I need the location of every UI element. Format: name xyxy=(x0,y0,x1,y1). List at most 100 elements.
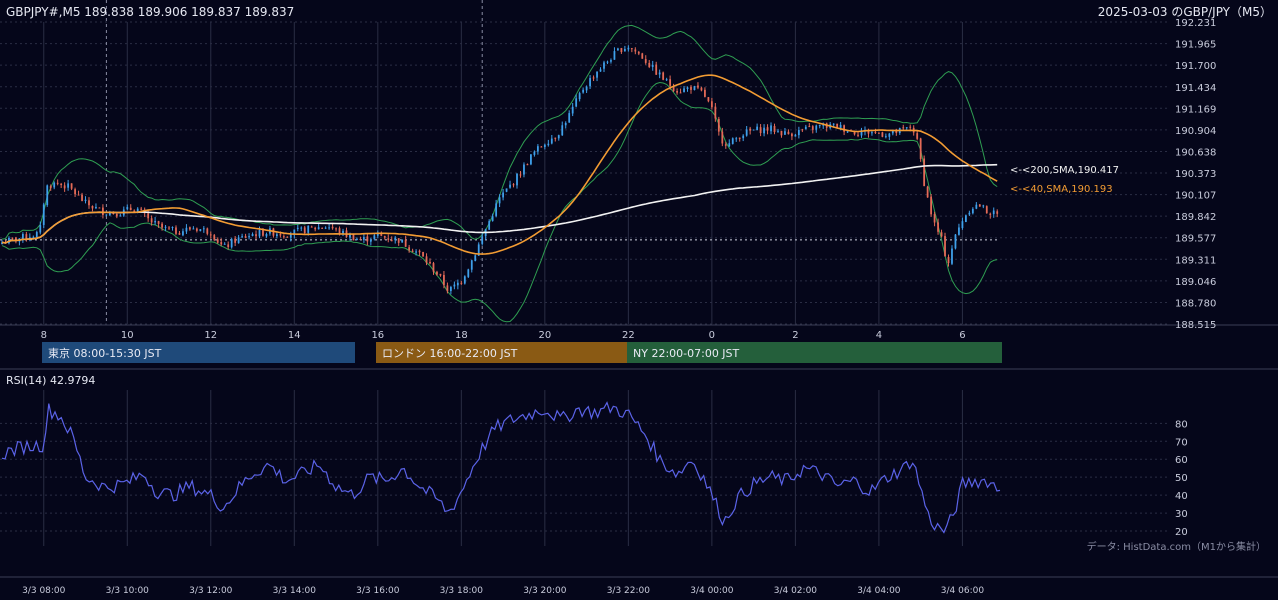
candle xyxy=(213,233,216,242)
candle xyxy=(276,232,278,239)
candle-body xyxy=(387,238,390,240)
candle-body xyxy=(964,215,967,222)
candle-body xyxy=(536,146,539,152)
candle xyxy=(784,127,786,135)
candle xyxy=(582,87,585,94)
candle-body xyxy=(658,72,661,75)
candle-body xyxy=(408,247,411,251)
candle xyxy=(105,214,108,217)
candle-body xyxy=(717,118,720,132)
candle xyxy=(216,237,219,244)
candle xyxy=(495,199,498,218)
candle-body xyxy=(276,234,278,237)
candle-body xyxy=(589,78,591,87)
candle xyxy=(596,71,598,82)
hour-tick-label: 6 xyxy=(959,330,965,341)
candle-body xyxy=(342,230,344,235)
candle-body xyxy=(623,48,626,52)
candle-body xyxy=(460,282,463,284)
candle xyxy=(39,221,42,235)
candle-body xyxy=(192,228,195,230)
candle-body xyxy=(745,129,748,136)
candle xyxy=(690,85,692,94)
candle-body xyxy=(617,48,619,51)
candle-body xyxy=(133,210,136,212)
candle-body xyxy=(154,221,157,223)
candle-body xyxy=(808,126,811,128)
candle-body xyxy=(380,233,383,236)
candle xyxy=(710,97,713,110)
candle xyxy=(679,88,682,94)
candle xyxy=(248,233,250,240)
candle-body xyxy=(60,183,63,186)
rsi-tick-label: 70 xyxy=(1175,437,1188,448)
candle xyxy=(738,137,741,142)
candle xyxy=(512,183,515,188)
candle-body xyxy=(369,239,372,242)
hour-tick-label: 20 xyxy=(538,330,551,341)
candle-body xyxy=(429,262,431,264)
candle xyxy=(383,235,386,240)
candle-body xyxy=(425,256,428,263)
candle-body xyxy=(933,214,936,223)
candle xyxy=(693,85,696,91)
candle-body xyxy=(171,226,174,228)
candle-body xyxy=(178,233,181,235)
candle xyxy=(575,94,578,108)
hour-tick-label: 10 xyxy=(121,330,134,341)
candle xyxy=(310,225,313,228)
candle xyxy=(453,281,456,290)
candle xyxy=(446,282,449,294)
candle-body xyxy=(759,127,762,134)
candle-body xyxy=(610,60,612,62)
candle xyxy=(230,237,233,249)
hour-tick-label: 22 xyxy=(622,330,635,341)
candle-body xyxy=(115,213,118,217)
candle-body xyxy=(564,122,567,126)
candle xyxy=(930,193,933,217)
candle xyxy=(801,128,804,133)
candle xyxy=(189,226,191,231)
candle-body xyxy=(923,158,926,187)
candle xyxy=(21,232,24,243)
candle xyxy=(728,139,731,148)
candle-body xyxy=(603,62,605,69)
candle xyxy=(63,182,66,192)
candle xyxy=(88,197,90,209)
candle xyxy=(818,124,821,129)
candle-body xyxy=(335,228,337,230)
rsi-panel xyxy=(0,401,1170,534)
candle xyxy=(791,132,793,141)
candle-body xyxy=(554,137,557,139)
candle-body xyxy=(853,131,856,135)
candle-body xyxy=(857,134,859,136)
candle xyxy=(168,226,170,231)
candle xyxy=(672,83,675,92)
candle-body xyxy=(446,285,449,292)
hour-tick-label: 18 xyxy=(455,330,468,341)
candle-body xyxy=(279,234,282,236)
candle xyxy=(630,47,633,53)
candle-body xyxy=(714,106,717,119)
candle xyxy=(627,45,630,52)
candle xyxy=(888,132,891,140)
candle-body xyxy=(818,125,821,127)
price-tick-label: 189.842 xyxy=(1175,212,1216,223)
candle-body xyxy=(655,64,658,75)
candle xyxy=(369,237,372,246)
candle xyxy=(808,123,811,128)
candle-body xyxy=(637,51,640,54)
candle xyxy=(157,220,160,228)
sma200-annotation: <-<200,SMA,190.417 xyxy=(1010,165,1119,176)
candle-body xyxy=(940,232,943,237)
candle-body xyxy=(491,216,494,221)
candle xyxy=(724,141,727,149)
candle xyxy=(592,75,595,82)
candle-body xyxy=(613,51,616,60)
candle-body xyxy=(985,206,988,214)
candle-body xyxy=(533,151,536,155)
candle xyxy=(425,253,428,266)
candle xyxy=(91,205,94,212)
candle xyxy=(467,268,470,279)
candle-body xyxy=(697,85,699,88)
